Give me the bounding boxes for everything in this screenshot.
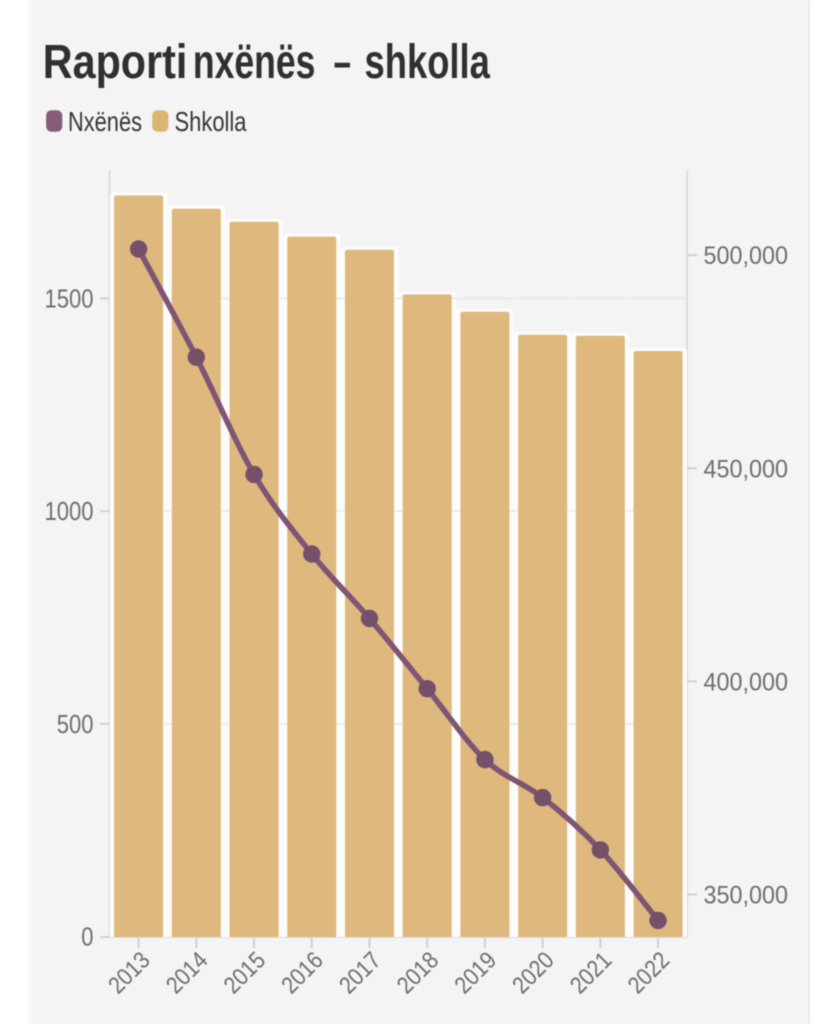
svg-text:2018: 2018 — [392, 947, 444, 999]
svg-text:500,000: 500,000 — [704, 242, 789, 270]
svg-text:1000: 1000 — [45, 496, 94, 526]
svg-text:2013: 2013 — [103, 947, 155, 999]
svg-text:–: – — [334, 36, 351, 89]
svg-text:Shkolla: Shkolla — [175, 106, 247, 137]
svg-text:nxënës: nxënës — [193, 36, 316, 89]
svg-text:2016: 2016 — [276, 947, 328, 999]
svg-text:2021: 2021 — [565, 947, 617, 999]
svg-text:Raporti: Raporti — [43, 36, 188, 89]
svg-text:1500: 1500 — [45, 283, 94, 313]
svg-text:Nxënës: Nxënës — [68, 106, 142, 137]
svg-text:350,000: 350,000 — [704, 881, 789, 909]
svg-text:2014: 2014 — [161, 947, 213, 999]
svg-text:400,000: 400,000 — [704, 668, 789, 696]
svg-text:0: 0 — [81, 922, 93, 952]
svg-text:2022: 2022 — [623, 947, 675, 999]
svg-text:450,000: 450,000 — [704, 455, 789, 483]
svg-text:shkolla: shkolla — [365, 36, 491, 89]
svg-text:2015: 2015 — [219, 947, 271, 999]
svg-text:2017: 2017 — [334, 947, 386, 999]
svg-text:2019: 2019 — [450, 947, 502, 999]
svg-text:2020: 2020 — [507, 947, 559, 999]
svg-text:500: 500 — [57, 709, 94, 739]
